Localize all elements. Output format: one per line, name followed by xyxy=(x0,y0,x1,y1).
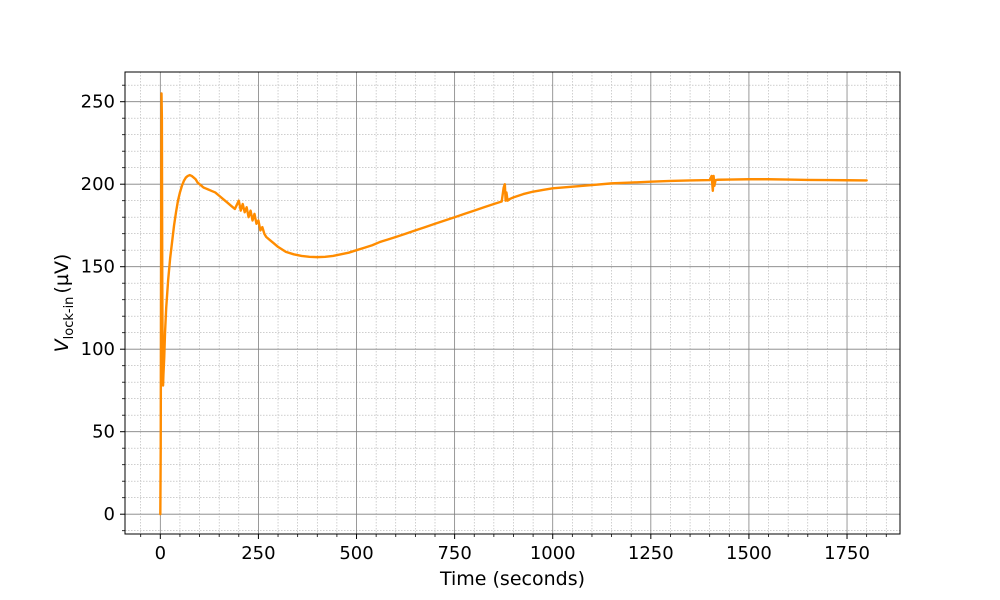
x-axis-ticks: 0 250 500 750 1000 1250 1500 1750 xyxy=(140,534,887,564)
y-tick-label: 200 xyxy=(81,174,115,195)
series-layer xyxy=(159,92,868,516)
x-tick-label: 750 xyxy=(437,543,471,564)
y-axis-label-unit: (µV) xyxy=(51,254,73,294)
x-tick-label: 1500 xyxy=(726,543,772,564)
y-tick-label: 50 xyxy=(92,422,115,443)
x-tick-label: 1250 xyxy=(628,543,674,564)
y-axis-label-subscript: lock-in xyxy=(62,297,77,340)
y-axis-label-main: V xyxy=(51,337,73,352)
minor-grid xyxy=(125,72,900,534)
y-tick-label: 100 xyxy=(81,339,115,360)
y-axis-ticks: 0 50 100 150 200 250 xyxy=(81,84,125,532)
y-tick-label: 0 xyxy=(104,504,115,525)
x-tick-label: 1750 xyxy=(824,543,870,564)
x-tick-label: 500 xyxy=(339,543,373,564)
major-grid xyxy=(125,72,900,534)
series-line xyxy=(159,92,868,516)
plot-frame xyxy=(124,71,901,535)
x-tick-label: 1000 xyxy=(530,543,576,564)
y-tick-label: 150 xyxy=(81,257,115,278)
y-tick-label: 250 xyxy=(81,92,115,113)
x-axis-label: Time (seconds) xyxy=(439,568,585,590)
y-axis-label: Vlock-in (µV) xyxy=(51,254,77,353)
x-tick-label: 250 xyxy=(241,543,275,564)
x-tick-label: 0 xyxy=(155,543,166,564)
